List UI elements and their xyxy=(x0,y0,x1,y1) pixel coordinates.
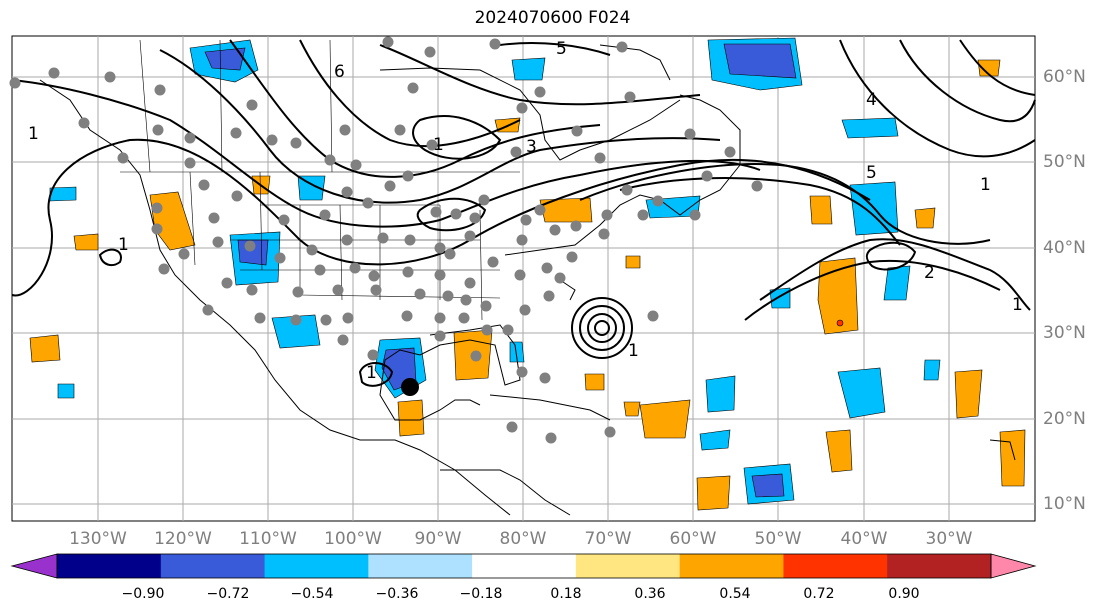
contour-label: 1 xyxy=(28,124,39,144)
colorbar-tick-label: −0.72 xyxy=(206,586,250,602)
lon-label: 120°W xyxy=(154,529,212,549)
colorbar-over-arrow xyxy=(990,553,1037,579)
lon-label: 110°W xyxy=(239,529,297,549)
colorbar-tick-label: −0.18 xyxy=(459,586,503,602)
colorbar-tick-label: 0.36 xyxy=(634,586,666,602)
contour-label: 1 xyxy=(980,175,991,195)
contour-label: 2 xyxy=(924,263,935,283)
contour-label: 5 xyxy=(556,39,567,59)
colorbar-segment xyxy=(264,554,369,578)
contour-label: 1 xyxy=(433,135,444,155)
station-dots xyxy=(9,36,763,444)
lat-label: 40°N xyxy=(1043,238,1086,258)
lon-label: 70°W xyxy=(584,529,632,549)
negative-anomaly-fields xyxy=(49,37,941,505)
colorbar-segment xyxy=(575,554,681,578)
colorbar-outline xyxy=(56,553,992,579)
lat-label: 60°N xyxy=(1043,67,1086,87)
colorbar-tick-label: −0.90 xyxy=(121,586,165,602)
lon-label: 40°W xyxy=(840,529,888,549)
colorbar-tick-label: 0.90 xyxy=(888,586,920,602)
colorbar-tick-label: 0.18 xyxy=(550,586,582,602)
contour-label: 1 xyxy=(118,235,129,255)
colorbar-segment xyxy=(368,554,473,578)
colorbar-segment xyxy=(783,554,888,578)
lon-label: 90°W xyxy=(414,529,462,549)
lat-label: 30°N xyxy=(1043,323,1086,343)
colorbar-under-arrow xyxy=(10,553,58,579)
contour-label: 3 xyxy=(526,137,537,157)
colorbar-tick-label: −0.54 xyxy=(290,586,334,602)
colorbar-segment xyxy=(679,554,784,578)
contour-label: 4 xyxy=(866,90,877,110)
contour-label: 1 xyxy=(366,363,377,383)
storm-center-marker xyxy=(401,378,419,396)
lat-label: 50°N xyxy=(1043,152,1086,172)
colorbar-segment xyxy=(887,554,992,578)
lon-label: 80°W xyxy=(499,529,547,549)
political-borders xyxy=(120,39,520,321)
colorbar-segment xyxy=(57,554,162,578)
lon-label: 60°W xyxy=(669,529,717,549)
contour-label: 6 xyxy=(334,62,345,82)
contour-labels: 1 1 6 1 5 3 1 4 5 2 1 1 1 xyxy=(28,39,1023,383)
colorbar xyxy=(10,553,1037,579)
contour-label: 1 xyxy=(1012,295,1023,315)
contour-label: 5 xyxy=(866,163,877,183)
lat-label: 10°N xyxy=(1043,494,1086,514)
colorbar-tick-label: 0.72 xyxy=(803,586,835,602)
lon-label: 130°W xyxy=(69,529,127,549)
positive-anomaly-fields xyxy=(29,59,1026,511)
lon-label: 50°W xyxy=(754,529,802,549)
colorbar-tick-label: 0.54 xyxy=(719,586,751,602)
colorbar-tick-label: −0.36 xyxy=(375,586,419,602)
lat-label: 20°N xyxy=(1043,409,1086,429)
colorbar-segment xyxy=(472,554,577,578)
map-title: 2024070600 F024 xyxy=(474,8,631,28)
colorbar-segment xyxy=(160,554,266,578)
height-contours xyxy=(11,39,1036,387)
contour-label: 1 xyxy=(628,341,639,361)
lon-label: 30°W xyxy=(925,529,973,549)
lon-label: 100°W xyxy=(324,529,382,549)
